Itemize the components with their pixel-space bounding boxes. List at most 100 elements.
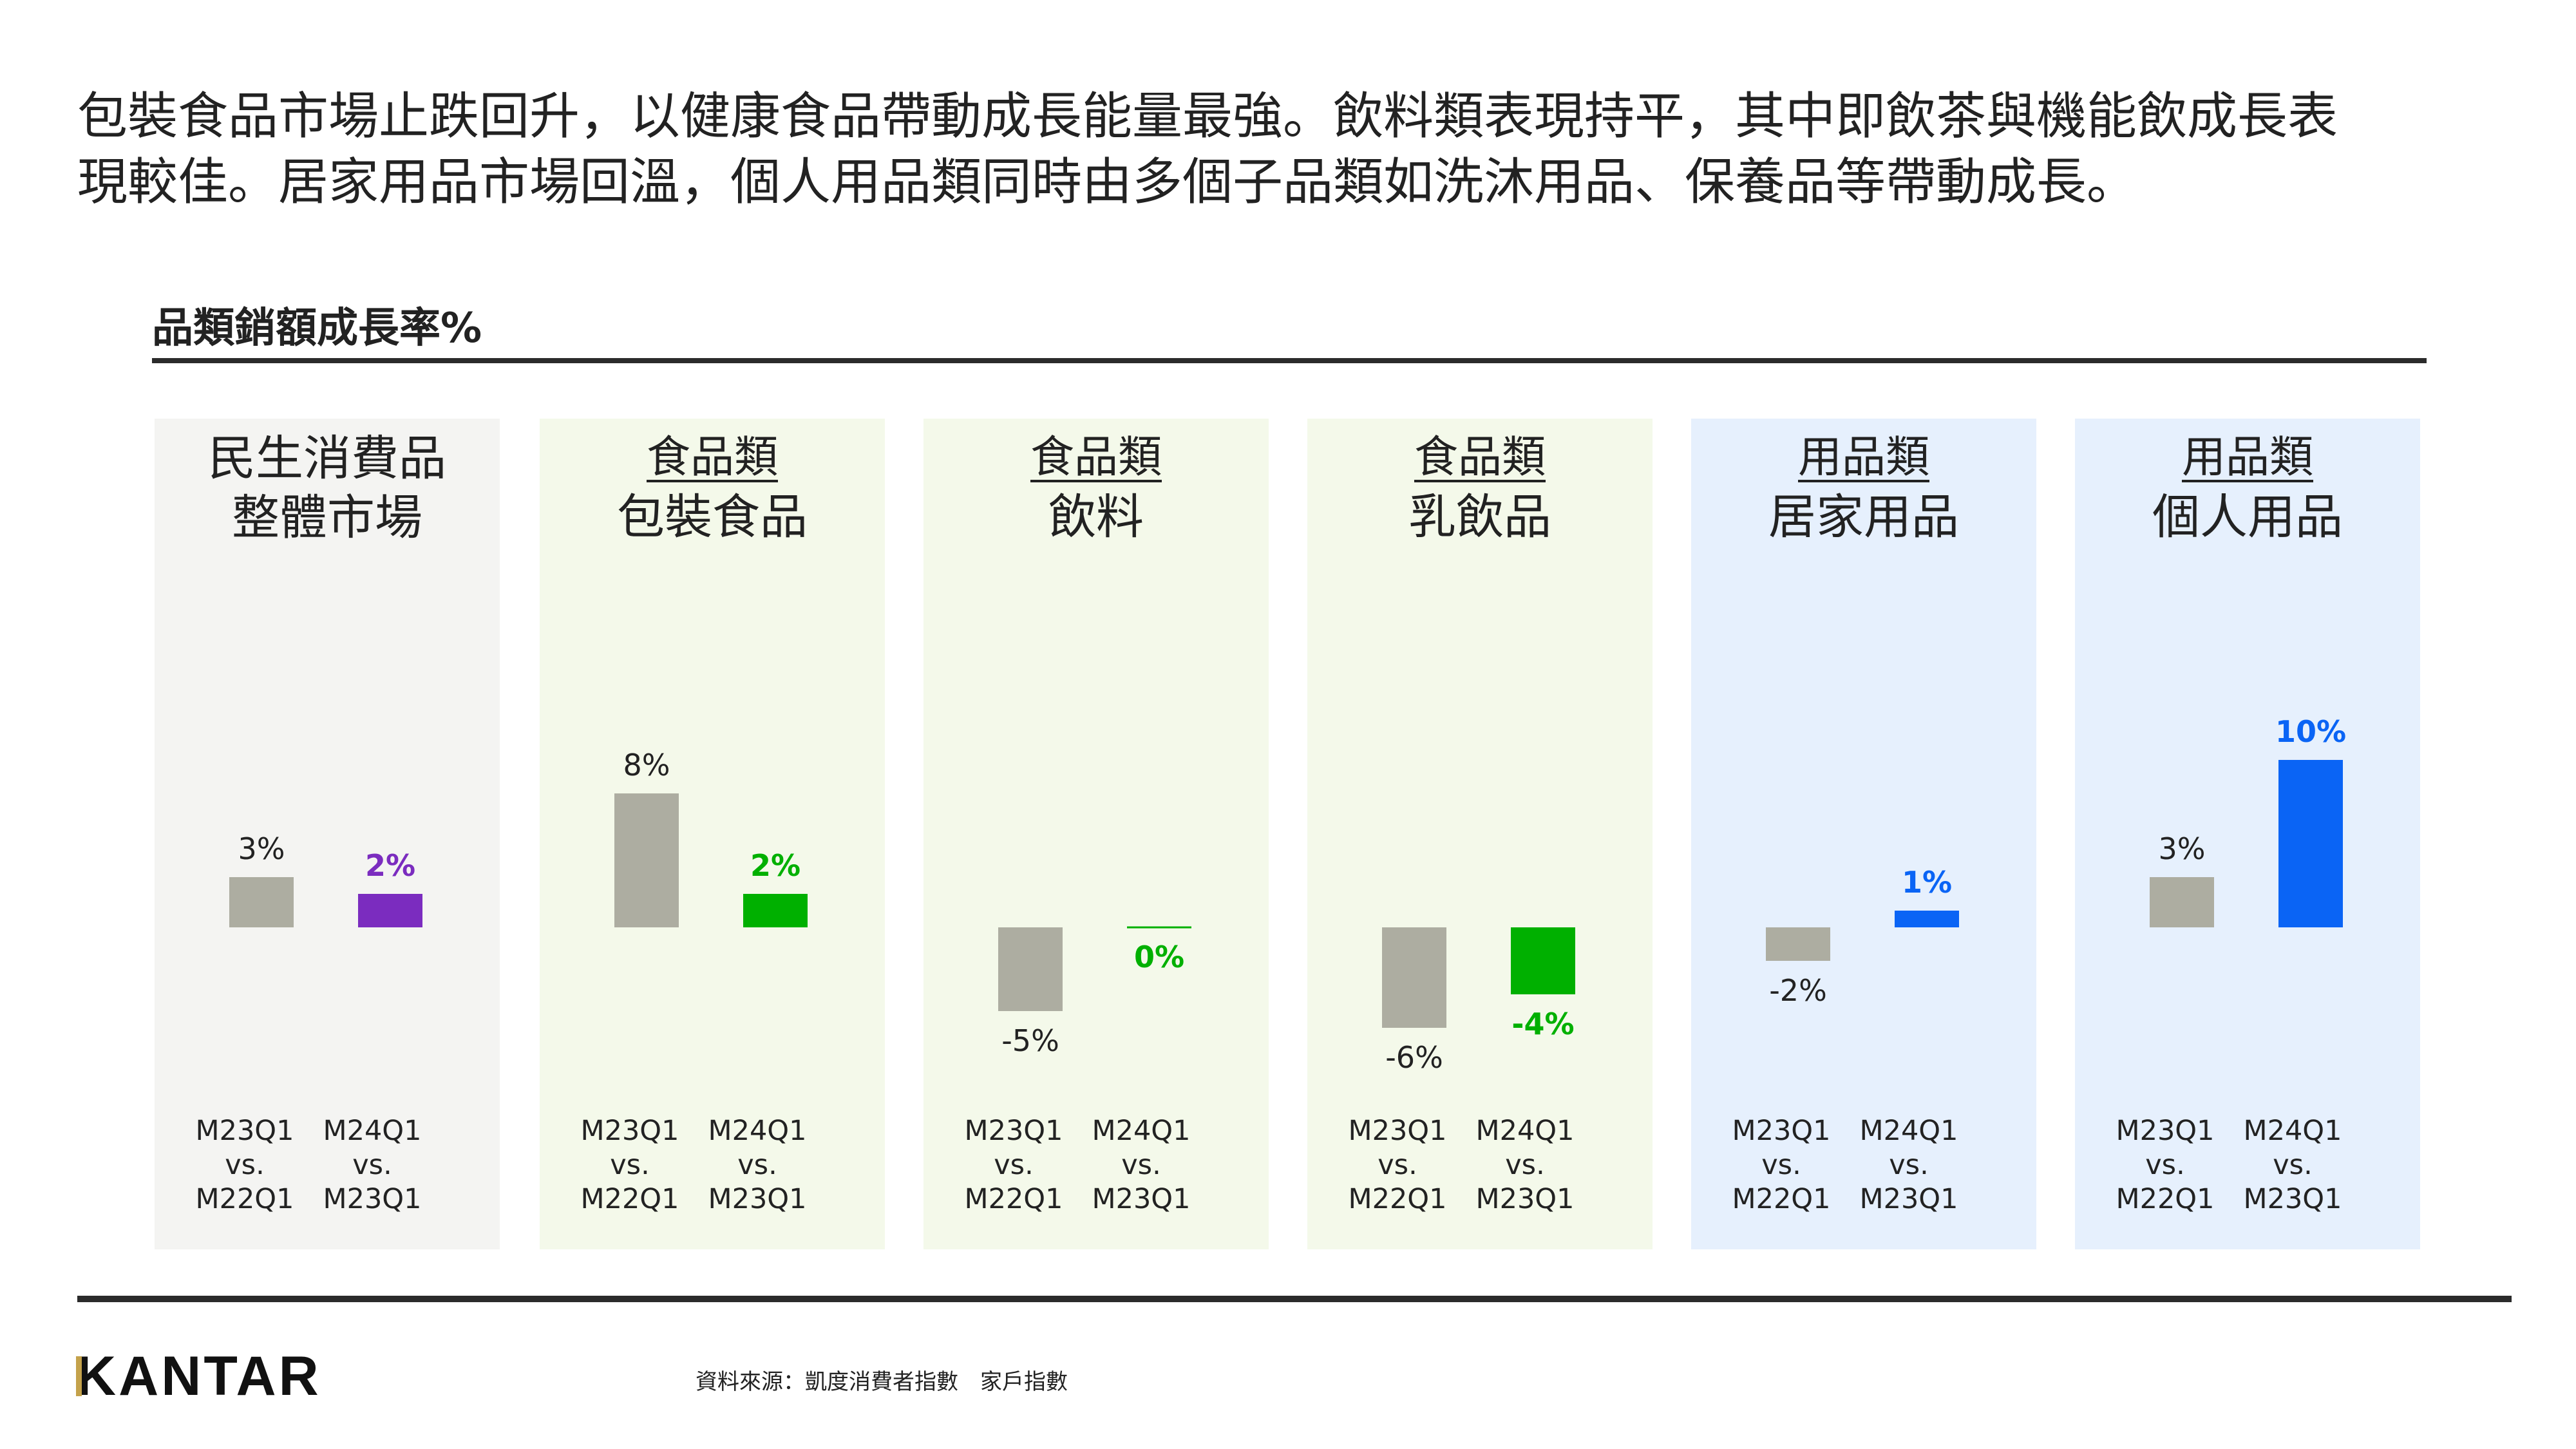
x-label-line: M24Q1 xyxy=(708,1115,807,1147)
x-label-line: M22Q1 xyxy=(1732,1183,1831,1215)
x-label-line: M23Q1 xyxy=(964,1115,1063,1147)
bar-value-label: -5% xyxy=(1001,1023,1059,1058)
bar-value-label: 2% xyxy=(750,848,800,883)
x-label-line: M23Q1 xyxy=(195,1115,294,1147)
bar-value-label: 1% xyxy=(1902,865,1952,900)
x-label-line: vs. xyxy=(610,1149,650,1181)
x-label-line: M23Q1 xyxy=(323,1183,422,1215)
bar-mark xyxy=(358,894,422,927)
bar-mark xyxy=(1895,911,1959,927)
x-label-line: M24Q1 xyxy=(1475,1115,1575,1147)
x-label-line: vs. xyxy=(225,1149,265,1181)
x-label-line: vs. xyxy=(2273,1149,2313,1181)
x-label-line: M23Q1 xyxy=(1859,1183,1958,1215)
bar-value-label: -2% xyxy=(1769,973,1827,1008)
panel-beverages: 食品類 飲料 M23Q1 vs. M22Q1 M24Q1 vs. M23Q1 xyxy=(923,419,1269,1249)
x-label-line: vs. xyxy=(1378,1149,1417,1181)
x-label-line: vs. xyxy=(2145,1149,2185,1181)
x-label-line: M22Q1 xyxy=(580,1183,679,1215)
x-category-b: M24Q1 vs. M23Q1 xyxy=(693,1114,822,1217)
bar-value-label: 3% xyxy=(2159,831,2206,866)
headline: 包裝食品市場止跌回升，以健康食品帶動成長能量最強。飲料類表現持平，其中即飲茶與機… xyxy=(77,84,2544,215)
footer-divider xyxy=(77,1296,2512,1302)
bar-value-label: -4% xyxy=(1511,1007,1574,1041)
panel-household-goods: 用品類 居家用品 M23Q1 vs. M22Q1 M24Q1 vs. M23Q1 xyxy=(1691,419,2036,1249)
panel-title-line-1: 民生消費品 xyxy=(208,431,446,486)
x-category-a: M23Q1 vs. M22Q1 xyxy=(2101,1114,2230,1217)
x-label-line: M23Q1 xyxy=(1732,1115,1831,1147)
bar-mark xyxy=(998,927,1063,1011)
bar-mark xyxy=(2278,760,2343,927)
panel-title-line-1: 食品類 xyxy=(1030,432,1162,483)
panel-header: 食品類 乳飲品 xyxy=(1307,426,1653,547)
bar-value-label: 3% xyxy=(238,831,285,866)
x-label-line: vs. xyxy=(994,1149,1034,1181)
x-label-line: M24Q1 xyxy=(1859,1115,1958,1147)
kantar-logo: KANTAR xyxy=(76,1345,321,1407)
panel-header: 用品類 居家用品 xyxy=(1691,426,2036,547)
x-label-line: M22Q1 xyxy=(2116,1183,2215,1215)
panel-title-line-2: 乳飲品 xyxy=(1408,489,1551,545)
x-label-line: M22Q1 xyxy=(195,1183,294,1215)
bar-mark xyxy=(229,877,294,927)
x-category-b: M24Q1 vs. M23Q1 xyxy=(308,1114,437,1217)
panel-title-line-1: 用品類 xyxy=(2181,432,2313,483)
x-category-b: M24Q1 vs. M23Q1 xyxy=(1461,1114,1589,1217)
panel-title-line-1: 用品類 xyxy=(1797,432,1929,483)
x-label-line: vs. xyxy=(1505,1149,1545,1181)
x-category-a: M23Q1 vs. M22Q1 xyxy=(949,1114,1078,1217)
panel-overall-market: 民生消費品 整體市場 M23Q1 vs. M22Q1 M24Q1 vs. M23… xyxy=(155,419,500,1249)
logo-accent-bar xyxy=(76,1356,82,1396)
x-label-line: M24Q1 xyxy=(2243,1115,2342,1147)
x-category-b: M24Q1 vs. M23Q1 xyxy=(2228,1114,2357,1217)
bar-value-label: 2% xyxy=(365,848,415,883)
section-title: 品類銷額成長率% xyxy=(152,305,482,352)
x-label-line: M23Q1 xyxy=(2116,1115,2215,1147)
bar-mark xyxy=(1511,927,1575,994)
x-label-line: vs. xyxy=(1761,1149,1801,1181)
panel-header: 用品類 個人用品 xyxy=(2075,426,2420,547)
x-label-line: M23Q1 xyxy=(1092,1183,1191,1215)
section-divider-top xyxy=(152,358,2427,363)
bar-value-label: 8% xyxy=(623,748,670,782)
x-label-line: vs. xyxy=(1889,1149,1929,1181)
headline-line-2: 現較佳。居家用品市場回溫，個人用品類同時由多個子品類如洗沐用品、保養品等帶動成長… xyxy=(77,153,2137,211)
x-category-b: M24Q1 vs. M23Q1 xyxy=(1077,1114,1206,1217)
x-label-line: vs. xyxy=(352,1149,392,1181)
bar-mark xyxy=(743,894,808,927)
x-label-line: M23Q1 xyxy=(2243,1183,2342,1215)
x-label-line: M23Q1 xyxy=(1475,1183,1575,1215)
panel-title-line-2: 個人用品 xyxy=(2152,489,2343,545)
x-label-line: M23Q1 xyxy=(580,1115,679,1147)
x-label-line: M23Q1 xyxy=(708,1183,807,1215)
data-source-note: 資料來源：凱度消費者指數 家戶指數 xyxy=(696,1369,1068,1395)
bar-value-label: 0% xyxy=(1134,940,1184,974)
x-label-line: M23Q1 xyxy=(1348,1115,1447,1147)
x-label-line: M22Q1 xyxy=(1348,1183,1447,1215)
bar-mark xyxy=(1766,927,1830,961)
panel-title-line-1: 食品類 xyxy=(1414,432,1546,483)
headline-line-1: 包裝食品市場止跌回升，以健康食品帶動成長能量最強。飲料類表現持平，其中即飲茶與機… xyxy=(77,88,2338,146)
x-label-line: vs. xyxy=(1121,1149,1161,1181)
bar-mark xyxy=(614,793,679,927)
x-category-a: M23Q1 vs. M22Q1 xyxy=(1717,1114,1846,1217)
x-label-line: M22Q1 xyxy=(964,1183,1063,1215)
bar-value-label: -6% xyxy=(1385,1040,1443,1075)
x-category-a: M23Q1 vs. M22Q1 xyxy=(180,1114,309,1217)
x-category-a: M23Q1 vs. M22Q1 xyxy=(1333,1114,1462,1217)
panel-title-line-2: 包裝食品 xyxy=(617,489,808,545)
x-label-line: M24Q1 xyxy=(323,1115,422,1147)
panel-title-line-2: 居家用品 xyxy=(1768,489,1959,545)
x-label-line: vs. xyxy=(737,1149,777,1181)
x-category-b: M24Q1 vs. M23Q1 xyxy=(1844,1114,1973,1217)
panel-packaged-food: 食品類 包裝食品 M23Q1 vs. M22Q1 M24Q1 vs. M23Q1 xyxy=(540,419,885,1249)
panel-title-line-2: 飲料 xyxy=(1048,489,1144,545)
panel-dairy-drinks: 食品類 乳飲品 M23Q1 vs. M22Q1 M24Q1 vs. M23Q1 xyxy=(1307,419,1653,1249)
panel-title-line-1: 食品類 xyxy=(646,432,778,483)
x-label-line: M24Q1 xyxy=(1092,1115,1191,1147)
panel-header: 食品類 飲料 xyxy=(923,426,1269,547)
panel-header: 食品類 包裝食品 xyxy=(540,426,885,547)
panel-title-line-2: 整體市場 xyxy=(232,490,422,545)
bar-mark xyxy=(1382,927,1446,1028)
